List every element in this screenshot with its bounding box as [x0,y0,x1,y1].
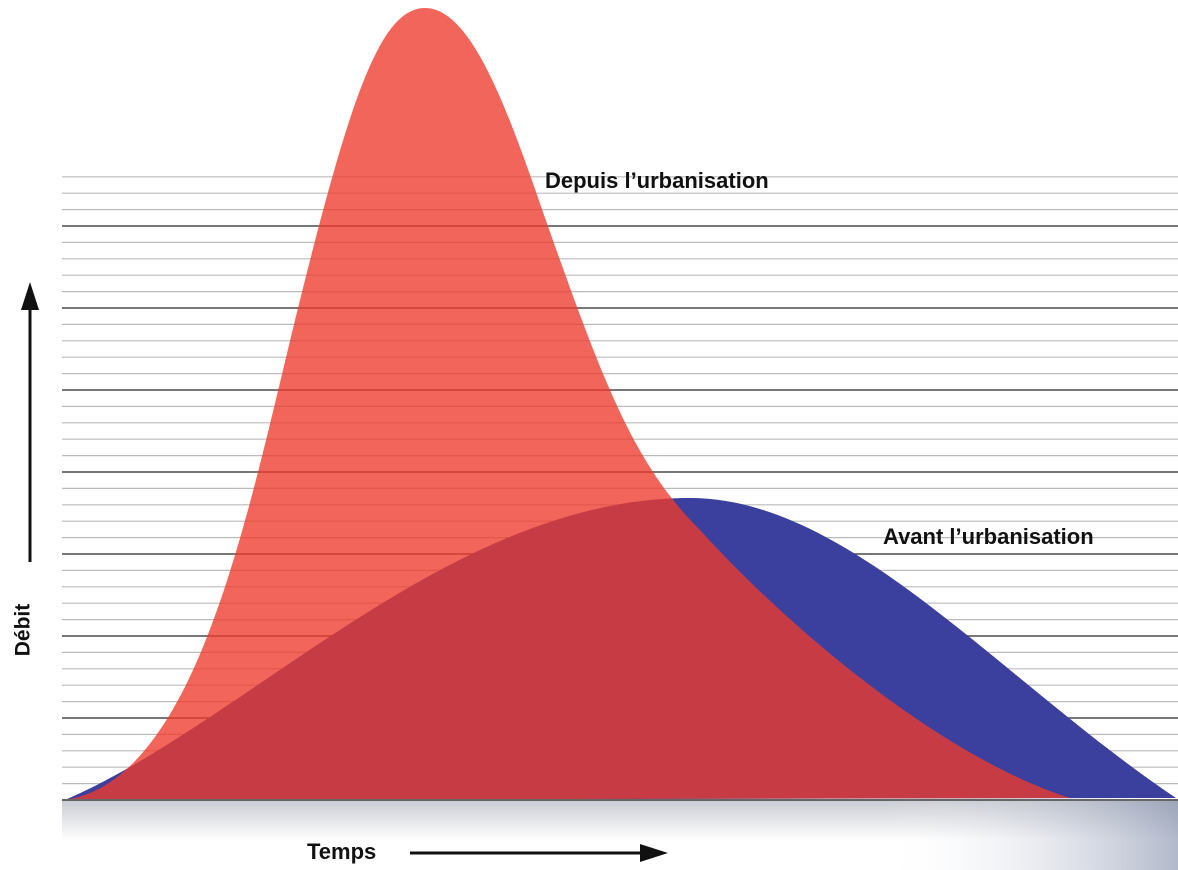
x-axis-label: Temps [307,839,376,864]
hydrograph: Depuis l’urbanisation Avant l’urbanisati… [0,0,1178,870]
y-axis-label: Débit [12,604,35,657]
x-arrowhead [640,844,668,862]
before-label: Avant l’urbanisation [883,524,1094,549]
corner-shade [880,800,1178,870]
after-label: Depuis l’urbanisation [545,168,769,193]
y-arrowhead [21,282,39,310]
